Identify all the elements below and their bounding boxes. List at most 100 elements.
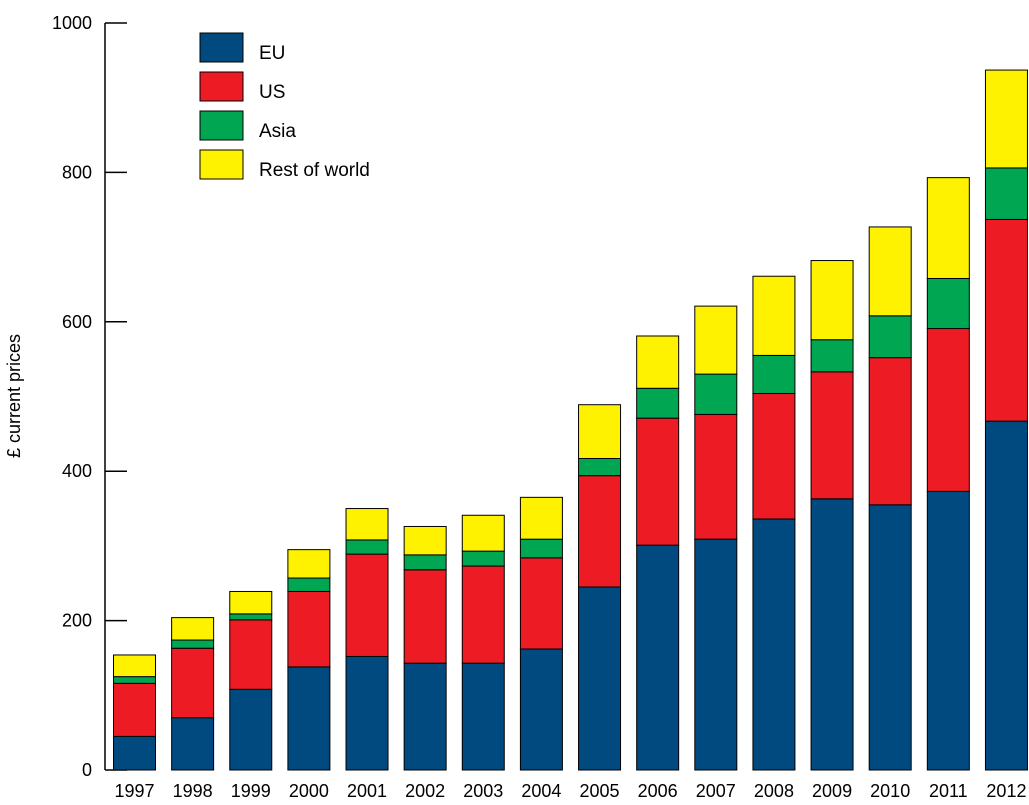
bar-segment-eu bbox=[752, 518, 796, 771]
bar-segment-eu bbox=[113, 735, 156, 771]
legend-swatch bbox=[199, 149, 244, 180]
x-tick-label: 2008 bbox=[754, 781, 794, 801]
bar-segment-eu bbox=[461, 662, 505, 771]
bar-segment-eu bbox=[868, 504, 912, 771]
bar-segment-asia bbox=[694, 373, 738, 415]
legend-label: Asia bbox=[259, 121, 296, 142]
legend-label: Rest of world bbox=[259, 160, 370, 181]
legend-swatch bbox=[199, 32, 244, 63]
bar-segment-asia bbox=[287, 577, 331, 592]
x-tick-label: 2006 bbox=[638, 781, 678, 801]
legend-label: US bbox=[259, 82, 285, 103]
bar-segment-rest-of-world bbox=[810, 260, 854, 341]
bar-segment-us bbox=[229, 619, 273, 690]
x-tick-label: 1997 bbox=[114, 781, 154, 801]
bar-segment-us bbox=[984, 218, 1028, 422]
bar-segment-rest-of-world bbox=[578, 404, 622, 460]
bar-segment-rest-of-world bbox=[345, 508, 389, 541]
y-tick-label: 200 bbox=[62, 611, 92, 631]
bar-segment-asia bbox=[229, 613, 273, 621]
bar-segment-rest-of-world bbox=[171, 617, 215, 641]
y-tick-label: 600 bbox=[62, 312, 92, 332]
bar-segment-us bbox=[636, 417, 680, 546]
bar-segment-asia bbox=[403, 554, 447, 571]
bar-segment-rest-of-world bbox=[752, 275, 796, 356]
bars bbox=[113, 69, 1028, 771]
bar-segment-eu bbox=[229, 688, 273, 771]
x-tick-label: 1999 bbox=[231, 781, 271, 801]
bar-segment-rest-of-world bbox=[403, 525, 447, 556]
bar-segment-eu bbox=[345, 655, 389, 771]
bar-segment-asia bbox=[171, 639, 215, 649]
bar-segment-asia bbox=[926, 277, 970, 330]
x-tick-label: 2007 bbox=[696, 781, 736, 801]
bar-segment-rest-of-world bbox=[694, 305, 738, 375]
x-tick-label: 2001 bbox=[347, 781, 387, 801]
bar-segment-asia bbox=[519, 538, 563, 559]
y-tick-label: 800 bbox=[62, 162, 92, 182]
bar-segment-asia bbox=[984, 167, 1028, 220]
x-tick-label: 2011 bbox=[929, 781, 968, 801]
bar-segment-eu bbox=[171, 717, 215, 771]
bar-segment-eu bbox=[519, 648, 563, 771]
bar-segment-asia bbox=[636, 387, 680, 419]
legend: EU US Asia Rest of world bbox=[199, 32, 370, 181]
x-tick-label: 2012 bbox=[986, 781, 1026, 801]
y-tick-label: 0 bbox=[82, 760, 92, 780]
x-tick-label: 2005 bbox=[580, 781, 620, 801]
bar-segment-rest-of-world bbox=[461, 514, 505, 552]
x-tick-label: 2002 bbox=[405, 781, 445, 801]
bar-segment-rest-of-world bbox=[287, 549, 331, 579]
bar-segment-eu bbox=[403, 662, 447, 771]
x-tick-label: 2004 bbox=[521, 781, 561, 801]
x-tick-label: 1998 bbox=[173, 781, 213, 801]
legend-label: EU bbox=[259, 43, 285, 64]
bar-segment-us bbox=[694, 413, 738, 540]
bar-segment-asia bbox=[868, 315, 912, 359]
bar-segment-rest-of-world bbox=[636, 335, 680, 389]
bar-segment-asia bbox=[113, 676, 156, 684]
x-tick-label: 2003 bbox=[463, 781, 503, 801]
bar-segment-us bbox=[345, 553, 389, 657]
bar-segment-asia bbox=[461, 550, 505, 567]
y-axis-title: £ current prices bbox=[4, 334, 24, 458]
bar-segment-us bbox=[810, 371, 854, 500]
legend-swatch bbox=[199, 110, 244, 141]
bar-segment-us bbox=[519, 557, 563, 650]
axes: 0 200 400 600 800 1000 1997 1998 1999 2000 2001 200… bbox=[52, 13, 1027, 801]
bar-segment-asia bbox=[752, 354, 796, 395]
legend-swatch bbox=[199, 71, 244, 102]
bar-segment-eu bbox=[926, 490, 970, 771]
bar-segment-eu bbox=[578, 586, 622, 771]
bar-segment-us bbox=[461, 565, 505, 664]
bar-segment-us bbox=[868, 357, 912, 506]
bar-segment-rest-of-world bbox=[926, 177, 970, 279]
bar-segment-us bbox=[403, 569, 447, 664]
x-tick-label: 2010 bbox=[870, 781, 910, 801]
bar-segment-asia bbox=[345, 539, 389, 555]
bar-segment-asia bbox=[810, 339, 854, 373]
bar-segment-rest-of-world bbox=[984, 69, 1028, 169]
x-tick-label: 2000 bbox=[289, 781, 329, 801]
bar-segment-asia bbox=[578, 458, 622, 477]
bar-segment-us bbox=[113, 682, 156, 737]
bar-segment-eu bbox=[287, 666, 331, 771]
bar-segment-rest-of-world bbox=[229, 590, 273, 615]
bar-segment-us bbox=[578, 475, 622, 588]
bar-segment-us bbox=[287, 590, 331, 668]
bar-segment-rest-of-world bbox=[868, 226, 912, 317]
bar-segment-us bbox=[926, 328, 970, 492]
y-tick-label: 400 bbox=[62, 461, 92, 481]
y-tick-label: 1000 bbox=[52, 13, 92, 33]
bar-segment-eu bbox=[810, 498, 854, 771]
bar-segment-rest-of-world bbox=[113, 654, 156, 678]
bar-segment-rest-of-world bbox=[519, 496, 563, 540]
bar-segment-us bbox=[171, 647, 215, 719]
x-tick-label: 2009 bbox=[812, 781, 852, 801]
bar-segment-us bbox=[752, 393, 796, 520]
bar-segment-eu bbox=[636, 544, 680, 771]
bar-segment-eu bbox=[984, 420, 1028, 771]
bar-segment-eu bbox=[694, 538, 738, 771]
